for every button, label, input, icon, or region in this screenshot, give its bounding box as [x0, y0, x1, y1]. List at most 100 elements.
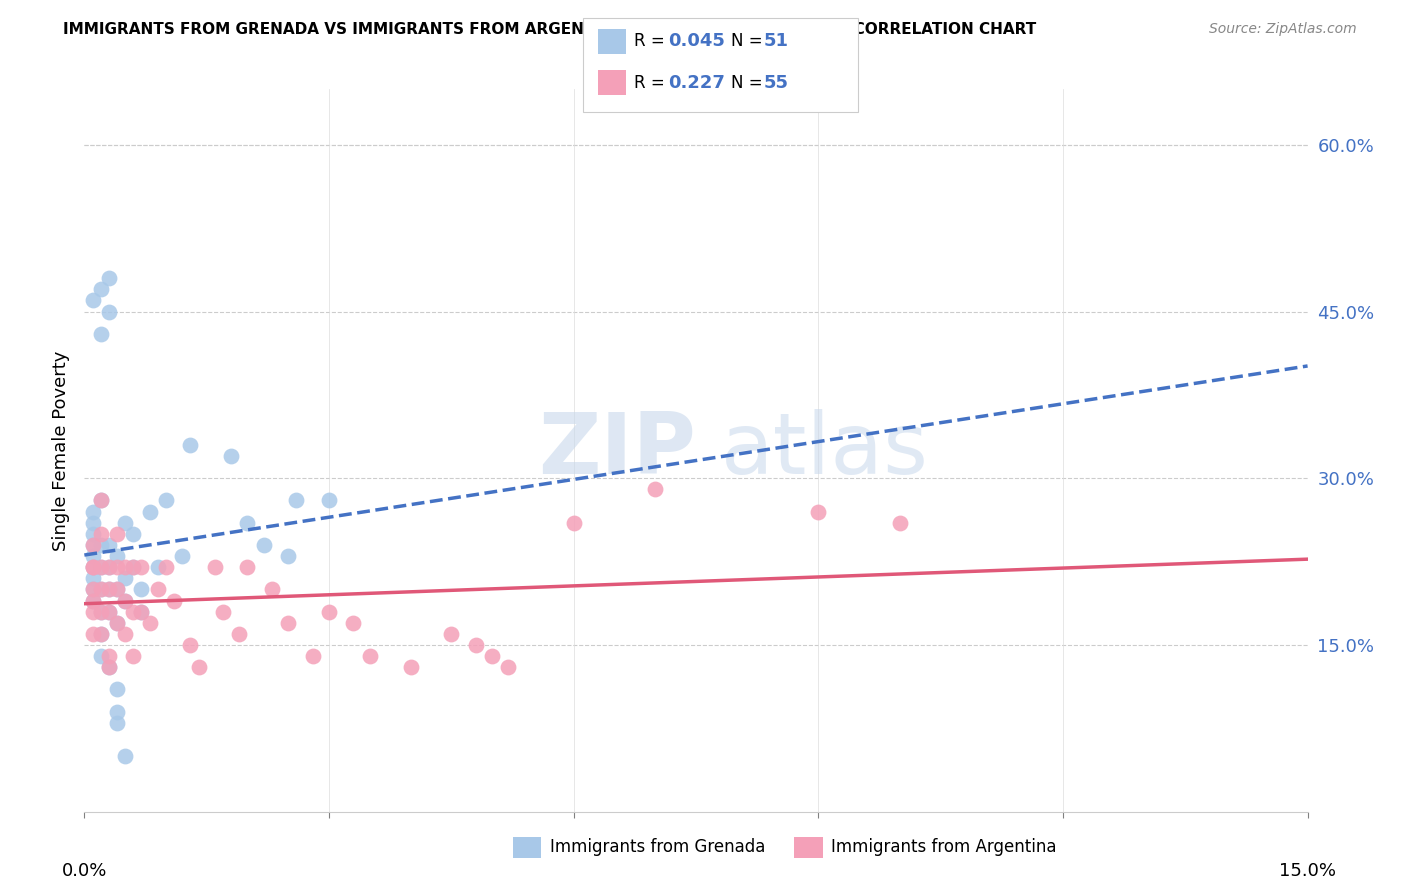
Point	[97, 560, 120, 574]
Point	[97, 605, 120, 619]
Point	[399, 660, 422, 674]
Point	[146, 582, 169, 597]
Point	[90, 493, 112, 508]
Text: Source: ZipAtlas.com: Source: ZipAtlas.com	[1209, 22, 1357, 37]
Point	[114, 627, 136, 641]
Point	[90, 582, 112, 597]
Point	[219, 449, 242, 463]
Point	[114, 593, 136, 607]
Point	[90, 526, 112, 541]
Point	[105, 715, 128, 730]
Point	[90, 560, 112, 574]
Point	[236, 516, 259, 530]
Point	[114, 749, 136, 764]
Point	[82, 560, 104, 574]
Point	[644, 483, 666, 497]
Y-axis label: Single Female Poverty: Single Female Poverty	[52, 351, 70, 550]
Text: Immigrants from Argentina: Immigrants from Argentina	[831, 838, 1056, 856]
Point	[114, 593, 136, 607]
Point	[179, 638, 201, 652]
Point	[498, 660, 520, 674]
Point	[236, 560, 259, 574]
Text: R =: R =	[634, 74, 671, 92]
Point	[82, 538, 104, 552]
Text: Immigrants from Grenada: Immigrants from Grenada	[550, 838, 765, 856]
Point	[464, 638, 486, 652]
Point	[105, 526, 128, 541]
Point	[82, 505, 104, 519]
Point	[90, 605, 112, 619]
Point	[105, 582, 128, 597]
Text: IMMIGRANTS FROM GRENADA VS IMMIGRANTS FROM ARGENTINA SINGLE FEMALE POVERTY CORRE: IMMIGRANTS FROM GRENADA VS IMMIGRANTS FR…	[63, 22, 1036, 37]
Point	[146, 560, 169, 574]
Text: 15.0%: 15.0%	[1279, 862, 1336, 880]
Point	[253, 538, 276, 552]
Point	[155, 560, 177, 574]
Text: 0.227: 0.227	[668, 74, 724, 92]
Point	[131, 582, 153, 597]
Point	[90, 560, 112, 574]
Point	[105, 549, 128, 563]
Point	[114, 571, 136, 585]
Point	[179, 438, 201, 452]
Point	[301, 649, 323, 664]
Point	[97, 605, 120, 619]
Point	[90, 582, 112, 597]
Point	[82, 560, 104, 574]
Point	[122, 526, 145, 541]
Point	[562, 516, 585, 530]
Point	[82, 582, 104, 597]
Point	[97, 271, 120, 285]
Point	[97, 304, 120, 318]
Point	[82, 560, 104, 574]
Point	[105, 705, 128, 719]
Point	[82, 627, 104, 641]
Point	[97, 582, 120, 597]
Point	[440, 627, 463, 641]
Text: 55: 55	[763, 74, 789, 92]
Point	[172, 549, 194, 563]
Text: N =: N =	[731, 74, 768, 92]
Point	[138, 615, 160, 630]
Point	[481, 649, 503, 664]
Point	[105, 615, 128, 630]
Text: 51: 51	[763, 32, 789, 50]
Point	[90, 282, 112, 296]
Point	[318, 605, 340, 619]
Point	[97, 660, 120, 674]
Point	[260, 582, 283, 597]
Point	[90, 649, 112, 664]
Text: 0.0%: 0.0%	[62, 862, 107, 880]
Point	[82, 538, 104, 552]
Text: R =: R =	[634, 32, 671, 50]
Point	[105, 560, 128, 574]
Point	[807, 505, 830, 519]
Point	[122, 560, 145, 574]
Point	[342, 615, 364, 630]
Point	[97, 660, 120, 674]
Point	[114, 560, 136, 574]
Point	[138, 505, 160, 519]
Point	[318, 493, 340, 508]
Point	[82, 549, 104, 563]
Point	[82, 593, 104, 607]
Text: N =: N =	[731, 32, 768, 50]
Point	[212, 605, 235, 619]
Point	[82, 582, 104, 597]
Point	[122, 560, 145, 574]
Point	[97, 538, 120, 552]
Point	[114, 516, 136, 530]
Point	[90, 627, 112, 641]
Point	[90, 326, 112, 341]
Point	[97, 582, 120, 597]
Point	[155, 493, 177, 508]
Point	[105, 582, 128, 597]
Point	[889, 516, 911, 530]
Point	[122, 605, 145, 619]
Point	[359, 649, 381, 664]
Point	[82, 571, 104, 585]
Point	[122, 649, 145, 664]
Point	[228, 627, 250, 641]
Point	[131, 605, 153, 619]
Point	[131, 605, 153, 619]
